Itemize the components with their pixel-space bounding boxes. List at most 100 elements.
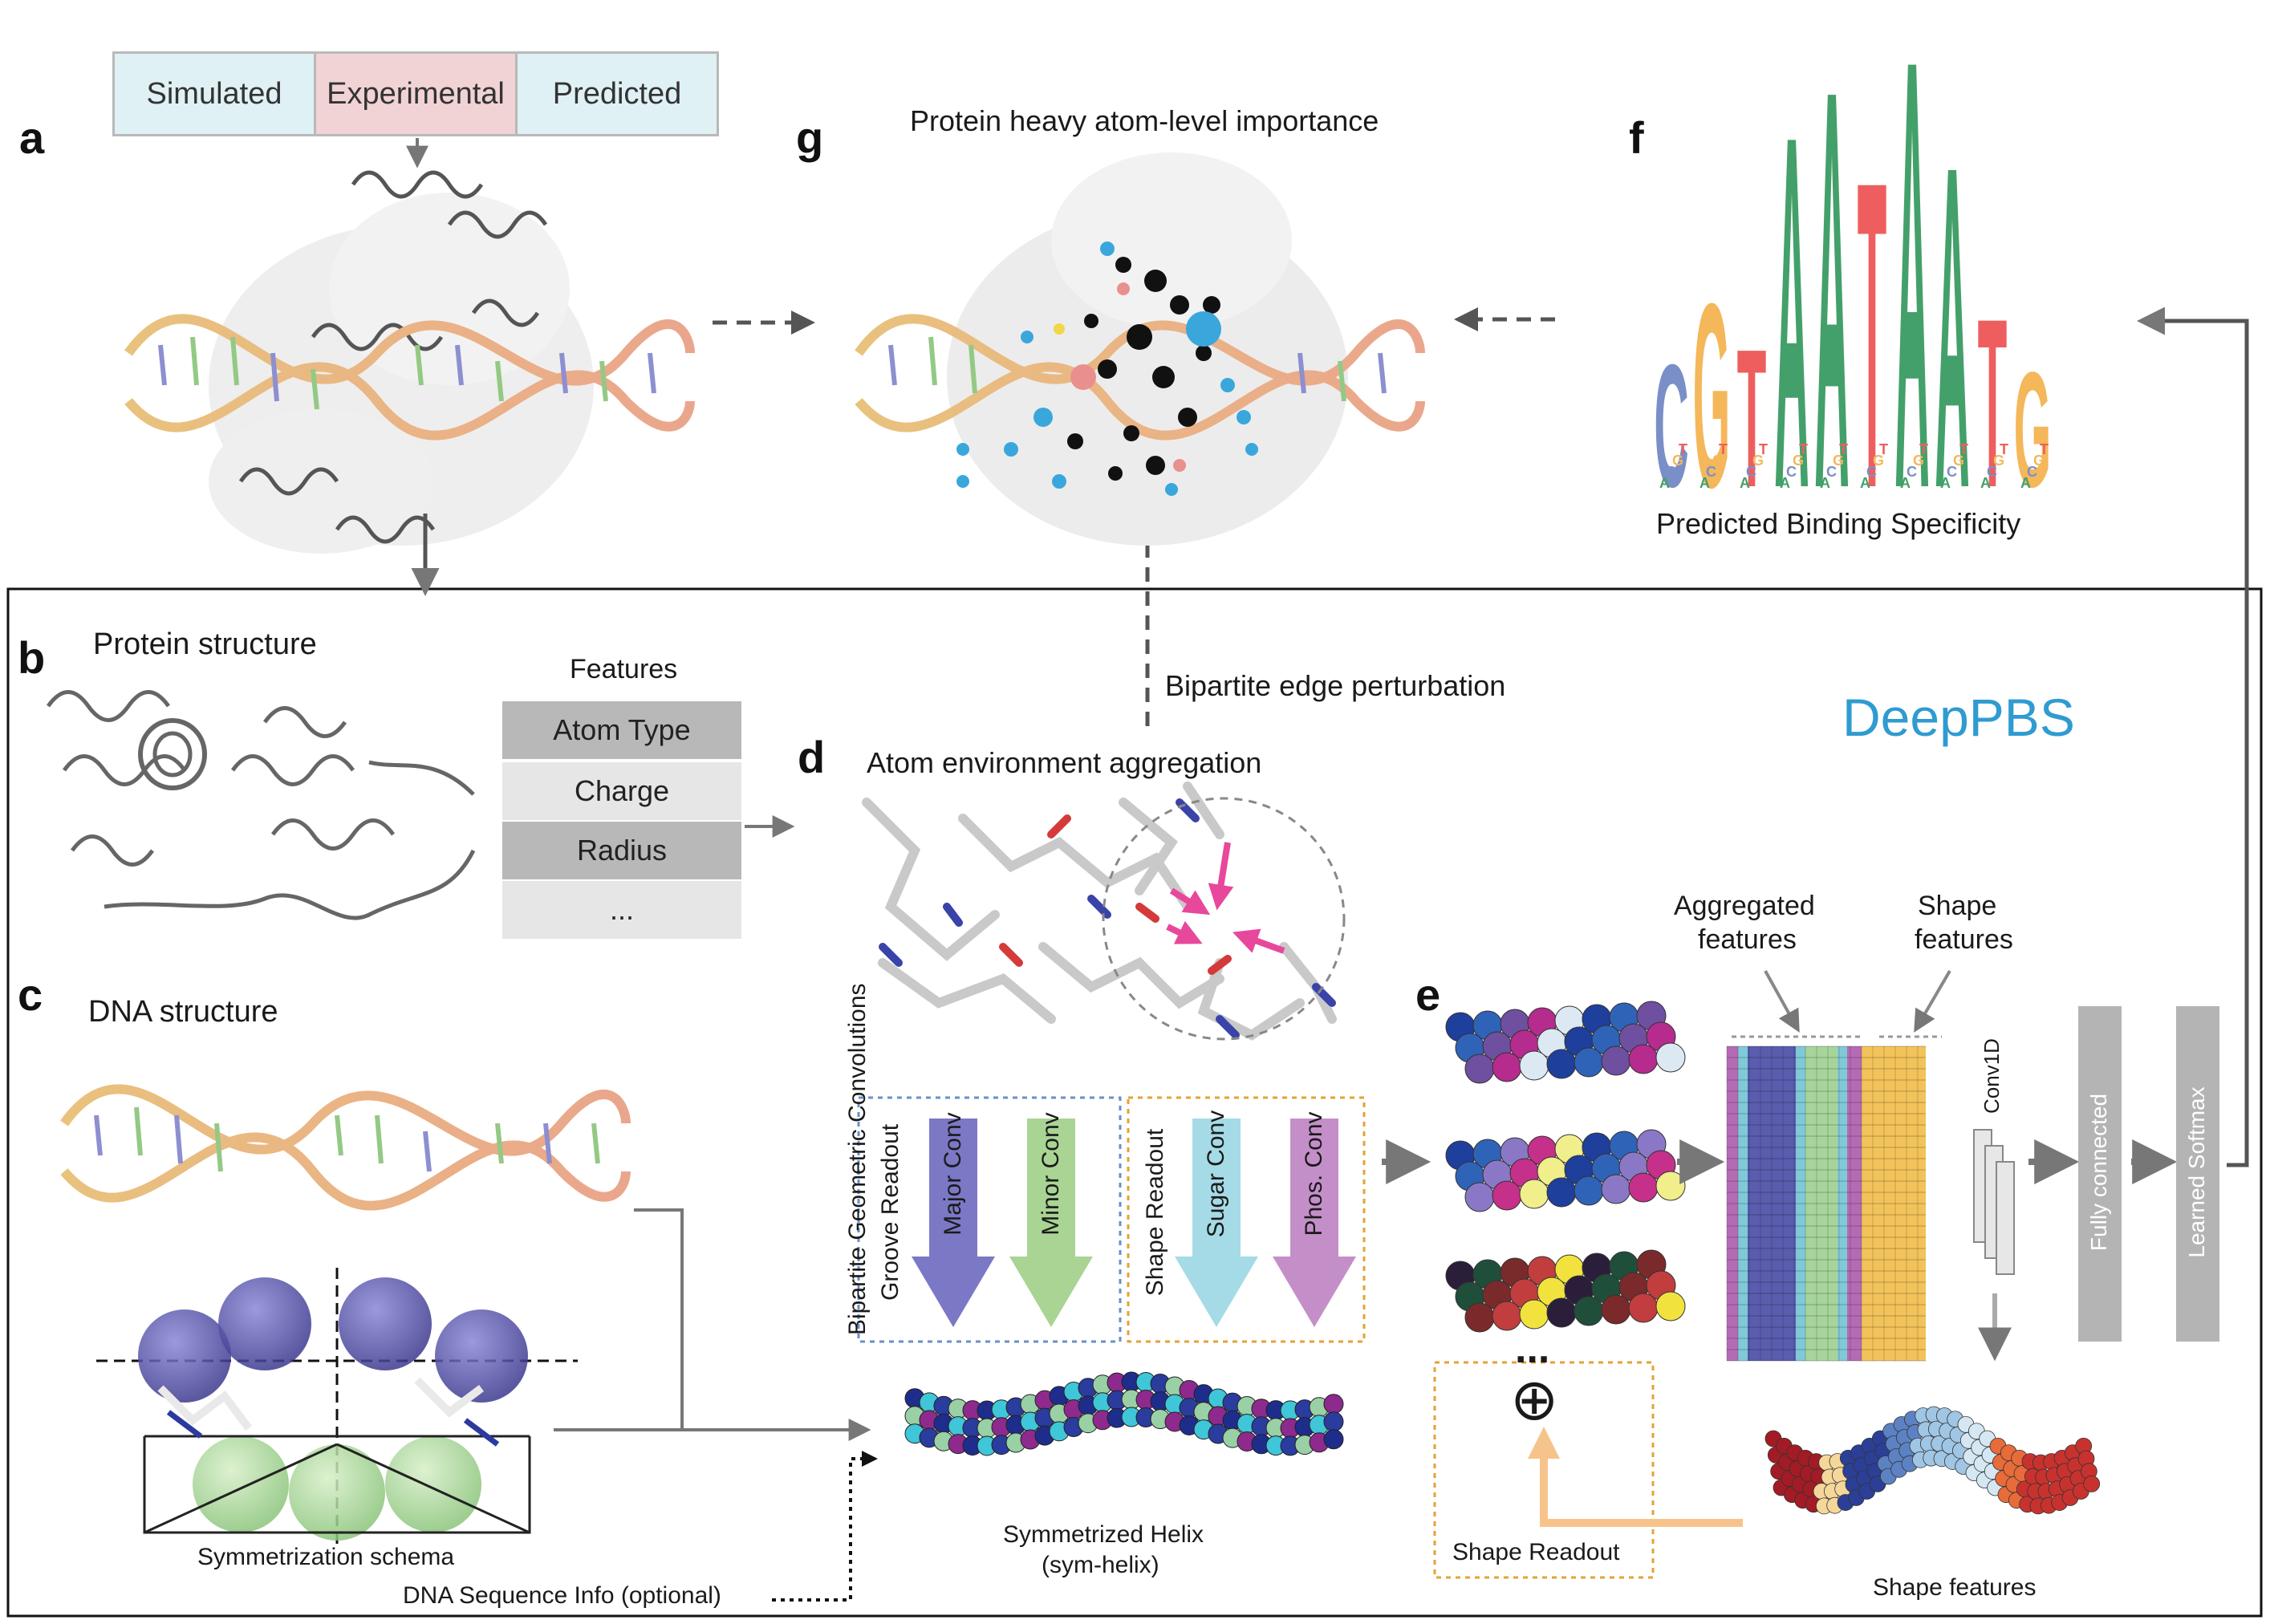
logo-letter: C — [1654, 327, 1688, 523]
groove-readout-box — [857, 1096, 1122, 1343]
sym-schema-label: Symmetrization schema — [197, 1544, 455, 1570]
tab-simulated: Simulated — [112, 51, 316, 136]
conv-arrow-shape — [1175, 1119, 1258, 1327]
shape-features-image — [1764, 1406, 2101, 1515]
logo-small-letter: T — [1679, 441, 1687, 457]
feature-row-atom-type: Atom Type — [502, 701, 741, 759]
logo-small-letter: G — [1953, 453, 1964, 469]
layer-bead — [1519, 1050, 1549, 1081]
aggregation-radius-circle — [1102, 797, 1346, 1041]
layer-bead — [1574, 1296, 1604, 1326]
logo-small-letter: A — [1659, 475, 1670, 491]
layer-bead — [1519, 1299, 1549, 1330]
ellipsis: ... — [1515, 1326, 1550, 1372]
conv-arrows — [912, 1119, 1356, 1327]
sequence-info-arrow — [772, 1451, 878, 1602]
layer-bead — [1601, 1045, 1631, 1076]
logo-letter: T — [1978, 268, 2008, 538]
logo-small-letter: A — [1699, 475, 1710, 491]
aggregated-pointer — [1764, 970, 1800, 1033]
groove-readout-label: Groove Readout — [877, 1123, 904, 1301]
logo-letter: A — [1935, 71, 1969, 584]
logo-small-letter: A — [1820, 475, 1830, 491]
helix-bead — [1323, 1429, 1344, 1450]
layer-bead — [1601, 1174, 1631, 1204]
layer-bead — [1628, 1044, 1659, 1074]
helix-bead — [1323, 1394, 1344, 1415]
shape-pointer — [1914, 969, 1951, 1033]
layer-bead — [1519, 1179, 1549, 1209]
perturbation-label: Bipartite edge perturbation — [1165, 669, 1506, 702]
shape-features-top-label-2: features — [1915, 924, 2013, 955]
fully-connected-block — [2078, 1006, 2122, 1342]
major-conv-label: Major Conv — [940, 1112, 966, 1236]
matrix-column — [1862, 1046, 1926, 1361]
dna-seq-info-label: DNA Sequence Info (optional) — [403, 1582, 721, 1609]
c-title: DNA structure — [88, 995, 278, 1029]
shape-readout-group-box — [1127, 1096, 1366, 1343]
panel-letter-b: b — [18, 632, 46, 683]
sym-helix-image — [904, 1371, 1344, 1456]
logo-small-letter: T — [1919, 441, 1928, 457]
shape-readout-box-label: Shape Readout — [1452, 1539, 1620, 1565]
main-frame — [6, 587, 2263, 1618]
logo-small-letter: C — [2027, 464, 2037, 480]
logo-small-letter: G — [1913, 453, 1924, 469]
phos-conv-label: Phos. Conv — [1301, 1111, 1327, 1236]
feature-matrix — [1726, 1045, 1926, 1362]
layer-stacks-image — [1445, 1001, 1686, 1333]
protein-ribbon-image — [46, 690, 476, 920]
logo-small-letter: C — [1947, 464, 1957, 480]
layer-bead — [1464, 1182, 1495, 1212]
layer-bead — [1546, 1049, 1577, 1079]
logo-small-letter: C — [1706, 464, 1716, 480]
conv1d-label: Conv1D — [1980, 1038, 2004, 1114]
layer-bead — [1628, 1172, 1659, 1203]
logo-letter: T — [1737, 307, 1767, 528]
layer-bead — [1464, 1054, 1495, 1084]
conv-arrow-shape — [1273, 1119, 1356, 1327]
layer-bead — [1492, 1052, 1522, 1082]
logo-small-letter: G — [1793, 453, 1804, 469]
logo-small-letter: A — [1860, 475, 1870, 491]
minor-conv-label: Minor Conv — [1038, 1112, 1064, 1236]
softmax-block — [2176, 1006, 2219, 1342]
layer-bead — [1574, 1175, 1604, 1206]
matrix-column — [1727, 1046, 1738, 1361]
logo-small-letter: G — [1833, 453, 1844, 469]
feature-row-radius: Radius — [502, 822, 741, 879]
shape-readout-vertical-label: Shape Readout — [1142, 1128, 1168, 1297]
layer-bead — [1492, 1180, 1522, 1211]
panel-letter-d: d — [798, 732, 826, 782]
complex-a-image — [124, 170, 695, 554]
g-title: Protein heavy atom-level importance — [910, 104, 1379, 137]
conv1d-box-3 — [1996, 1161, 2015, 1275]
learned-softmax-label: Learned Softmax — [2184, 1086, 2209, 1258]
layer-bead — [1601, 1294, 1631, 1325]
matrix-column — [1805, 1046, 1821, 1361]
layer-bead — [1655, 1291, 1686, 1322]
layer-bead — [1655, 1171, 1686, 1201]
panel-letter-c: c — [18, 969, 43, 1020]
layer-bead — [1546, 1297, 1577, 1328]
panel-letter-f: f — [1629, 112, 1644, 163]
conv-arrow-shape — [912, 1119, 995, 1327]
logo-small-letter: A — [1780, 475, 1790, 491]
logo-letter: A — [1894, 0, 1929, 616]
logo-small-letter: C — [1786, 464, 1797, 480]
layer-bead — [1546, 1177, 1577, 1208]
tab-predicted: Predicted — [515, 51, 719, 136]
logo-letter: G — [1693, 249, 1731, 542]
shape-features-bottom-label: Shape features — [1873, 1574, 2037, 1601]
logo-small-letter: T — [2000, 441, 2008, 457]
logo-small-letter: G — [1752, 453, 1764, 469]
matrix-column — [1748, 1046, 1796, 1361]
logo-small-letter: T — [2040, 441, 2049, 457]
logo-small-letter: A — [1940, 475, 1951, 491]
logo-letter: G — [2014, 338, 2052, 521]
logo-small-letter: G — [1993, 453, 2004, 469]
logo-small-letter: T — [1759, 441, 1768, 457]
logo-small-letter: T — [1959, 441, 1968, 457]
feature-row-charge: Charge — [502, 762, 741, 820]
logo-small-letter: T — [1719, 441, 1728, 457]
